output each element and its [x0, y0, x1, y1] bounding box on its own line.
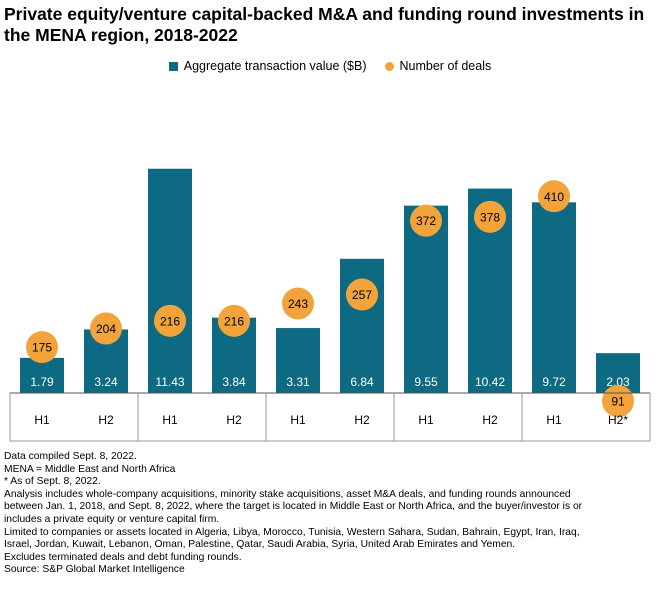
- bar: [276, 328, 320, 393]
- deal-dot: [282, 287, 314, 320]
- legend-item-value: Aggregate transaction value ($B): [168, 59, 367, 73]
- footnote-line: Limited to companies or assets located i…: [4, 526, 580, 538]
- bar: [148, 168, 192, 393]
- chart-area: 1.79 175 H1 3.24 204 H2 11.43 216 H1 3.84 216 H2 3.3…: [9, 168, 651, 442]
- legend-label-value: Aggregate transaction value ($B): [183, 59, 367, 73]
- x-tick-label: H2: [226, 413, 242, 427]
- bar-value-label: 10.42: [475, 375, 505, 389]
- bar: [532, 202, 576, 393]
- deal-count-label: 243: [288, 297, 308, 311]
- deal-dot: [474, 200, 506, 233]
- deal-count-label: 372: [416, 214, 436, 228]
- footnote-line: Israel, Jordan, Kuwait, Lebanon, Oman, P…: [4, 539, 516, 551]
- bar-value-label: 11.43: [155, 375, 184, 389]
- footnote-line: Source: S&P Global Market Intelligence: [4, 564, 185, 576]
- chart-title: Private equity/venture capital-backed M&…: [4, 4, 645, 45]
- x-tick-label: H1: [418, 413, 434, 427]
- deal-dot: [154, 304, 186, 337]
- footnote-line: MENA = Middle East and North Africa: [4, 463, 176, 475]
- deal-count-label: 175: [32, 341, 52, 355]
- deal-count-label: 91: [611, 395, 625, 409]
- deal-count-label: 410: [544, 190, 564, 204]
- bar: [404, 205, 448, 393]
- deal-dot: [218, 304, 250, 337]
- x-tick-label: H2*: [608, 413, 628, 427]
- deal-count-label: 257: [352, 288, 372, 302]
- legend-label-deals: Number of deals: [399, 59, 492, 73]
- footnotes: Data compiled Sept. 8, 2022. MENA = Middl…: [4, 451, 658, 577]
- bar-value-label: 1.79: [30, 375, 54, 389]
- footnote-line: * As of Sept. 8, 2022.: [4, 476, 101, 488]
- x-tick-label: H2: [354, 413, 370, 427]
- bar-value-label: 9.55: [414, 375, 438, 389]
- deal-count-label: 378: [480, 210, 500, 224]
- x-tick-label: H1: [290, 413, 306, 427]
- bar-value-label: 2.03: [606, 375, 630, 389]
- x-tick-label: H2: [98, 413, 114, 427]
- deal-dot: [538, 180, 570, 213]
- footnote-line: Excludes terminated deals and debt fundi…: [4, 551, 242, 563]
- legend-item-deals: Number of deals: [384, 59, 492, 73]
- legend-swatch-dot: [384, 61, 394, 71]
- footnote-line: between Jan. 1, 2018, and Sept. 8, 2022,…: [4, 501, 583, 513]
- deal-dot: [410, 204, 442, 237]
- deal-count-label: 216: [224, 314, 244, 328]
- x-tick-label: H1: [162, 413, 178, 427]
- legend: Aggregate transaction value ($B) Number …: [0, 57, 660, 75]
- legend-swatch-bar: [168, 61, 178, 71]
- footnote-line: includes a private equity or venture cap…: [4, 513, 220, 525]
- bar-value-label: 6.84: [350, 375, 374, 389]
- footnote-line: Data compiled Sept. 8, 2022.: [4, 451, 137, 462]
- bar-value-label: 3.24: [94, 375, 118, 389]
- deal-count-label: 216: [160, 314, 180, 328]
- deal-count-label: 204: [96, 322, 116, 336]
- bar-value-label: 3.31: [286, 375, 310, 389]
- x-tick-label: H1: [34, 413, 50, 427]
- bar: [20, 357, 64, 393]
- deal-dot: [346, 278, 378, 311]
- deal-dot: [90, 312, 122, 345]
- footnote-line: Analysis includes whole-company acquisit…: [4, 488, 571, 500]
- bar-value-label: 3.84: [222, 375, 246, 389]
- deal-dot: [26, 331, 58, 364]
- x-tick-label: H1: [546, 413, 562, 427]
- x-tick-label: H2: [482, 413, 498, 427]
- bar-value-label: 9.72: [542, 375, 566, 389]
